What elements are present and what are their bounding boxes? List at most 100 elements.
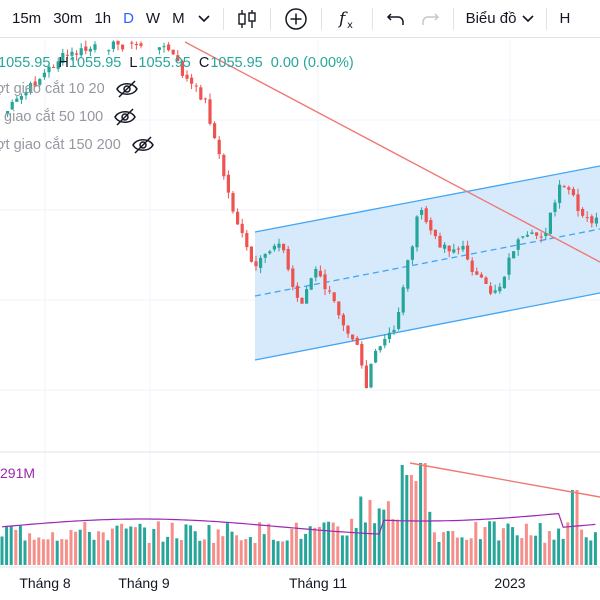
volume-bar xyxy=(547,531,551,565)
volume-bar xyxy=(285,540,289,565)
candle-body xyxy=(475,271,479,275)
candle-body xyxy=(424,208,428,223)
volume-bar xyxy=(575,490,579,565)
volume-bar xyxy=(437,541,441,565)
price-chart[interactable]: Tháng 8 Tháng 9 Tháng 11 2023 xyxy=(0,38,600,600)
channel-lower-line[interactable] xyxy=(254,292,600,361)
candle-body xyxy=(341,314,345,326)
volume-bar xyxy=(281,541,285,565)
volume-bar xyxy=(304,533,308,565)
volume-bar xyxy=(382,509,386,565)
volume-bar xyxy=(97,531,101,565)
candle-body xyxy=(254,261,258,267)
candle-body xyxy=(337,301,341,316)
volume-bar xyxy=(28,533,32,565)
candle-body xyxy=(456,248,460,250)
volume-bar xyxy=(350,518,354,565)
candle-body xyxy=(521,236,525,238)
chevron-down-icon[interactable] xyxy=(191,0,217,38)
interval-15m[interactable]: 15m xyxy=(12,9,42,27)
volume-bar xyxy=(317,526,321,565)
x-axis-label-2023: 2023 xyxy=(494,575,525,591)
candle-body xyxy=(479,274,483,278)
x-axis: Tháng 8 Tháng 9 Tháng 11 2023 xyxy=(19,575,525,591)
candle-body xyxy=(406,260,410,289)
volume-trend-line[interactable] xyxy=(409,462,600,498)
volume-bar xyxy=(543,542,547,565)
volume-bar xyxy=(294,522,298,565)
candlestick-icon[interactable] xyxy=(230,0,264,38)
candle-body xyxy=(553,202,557,212)
interval-m[interactable]: M xyxy=(172,9,185,27)
volume-bar xyxy=(124,528,128,565)
volume-bar xyxy=(290,528,294,565)
candle-body xyxy=(433,229,437,237)
interval-1h[interactable]: 1h xyxy=(94,9,112,27)
indicator-label: t giao cắt 50 100 xyxy=(0,109,104,125)
candle-body xyxy=(24,92,28,96)
undo-icon[interactable] xyxy=(379,0,413,38)
channel-median-line[interactable] xyxy=(254,228,600,297)
volume-bar xyxy=(589,540,593,565)
eye-off-icon[interactable] xyxy=(131,136,155,154)
candle-body xyxy=(544,233,548,237)
candle-body xyxy=(180,61,184,76)
volume-bar xyxy=(488,521,492,565)
volume-bar xyxy=(202,539,206,565)
volume-bar xyxy=(51,532,55,565)
open-value: 1055.95 xyxy=(0,55,51,71)
chart-type-dropdown[interactable]: Biểu đồ xyxy=(460,0,541,38)
eye-off-icon[interactable] xyxy=(113,108,137,126)
volume-bar xyxy=(561,538,565,565)
candle-body xyxy=(346,325,350,334)
redo-icon[interactable] xyxy=(413,0,447,38)
volume-bar xyxy=(327,521,331,565)
candle-body xyxy=(38,79,42,85)
toolbar-overflow-item[interactable]: H xyxy=(559,9,571,27)
volume-bar xyxy=(386,501,390,565)
indicator-row[interactable]: ợt giao cắt 150 200 xyxy=(0,135,354,155)
volume-bar xyxy=(373,523,377,565)
indicator-row[interactable]: t giao cắt 50 100 xyxy=(0,107,354,127)
candle-body xyxy=(259,257,263,268)
indicator-row[interactable]: ợt giao cắt 10 20 xyxy=(0,79,354,99)
volume-bar xyxy=(175,538,179,565)
volume-bar xyxy=(216,529,220,565)
candle-body xyxy=(318,270,322,277)
candle-body xyxy=(10,101,14,110)
volume-bar xyxy=(156,521,160,565)
interval-d[interactable]: D xyxy=(123,9,134,27)
candle-body xyxy=(245,233,249,248)
candle-body xyxy=(167,44,171,51)
channel-upper-line[interactable] xyxy=(254,165,600,233)
volume-bar xyxy=(428,511,432,565)
parallel-channel[interactable] xyxy=(254,165,600,361)
candle-body xyxy=(130,42,134,44)
volume-bar xyxy=(239,540,243,565)
volume-bar xyxy=(221,536,225,565)
volume-bar xyxy=(138,523,142,565)
volume-bar xyxy=(267,523,271,565)
volume-bar xyxy=(414,481,418,565)
volume-bar xyxy=(170,522,174,565)
toolbar-divider xyxy=(222,7,224,30)
candle-body xyxy=(512,251,516,259)
volume-bar xyxy=(340,535,344,565)
candle-body xyxy=(15,98,19,102)
eye-off-icon[interactable] xyxy=(115,80,139,98)
volume-bar xyxy=(179,540,183,565)
trend-line[interactable] xyxy=(184,41,600,263)
volume-bar xyxy=(115,525,119,565)
interval-w[interactable]: W xyxy=(145,9,161,27)
candle-body xyxy=(516,239,520,250)
volume-bar xyxy=(465,539,469,565)
high-key: H xyxy=(58,55,69,71)
volume-bar xyxy=(83,522,87,565)
candle-body xyxy=(415,216,419,248)
candle-body xyxy=(461,245,465,250)
volume-bar xyxy=(331,522,335,565)
candlesticks xyxy=(6,40,598,389)
function-fx-icon[interactable]: f x xyxy=(328,0,366,38)
interval-30m[interactable]: 30m xyxy=(53,9,83,27)
add-indicator-icon[interactable] xyxy=(277,0,315,38)
